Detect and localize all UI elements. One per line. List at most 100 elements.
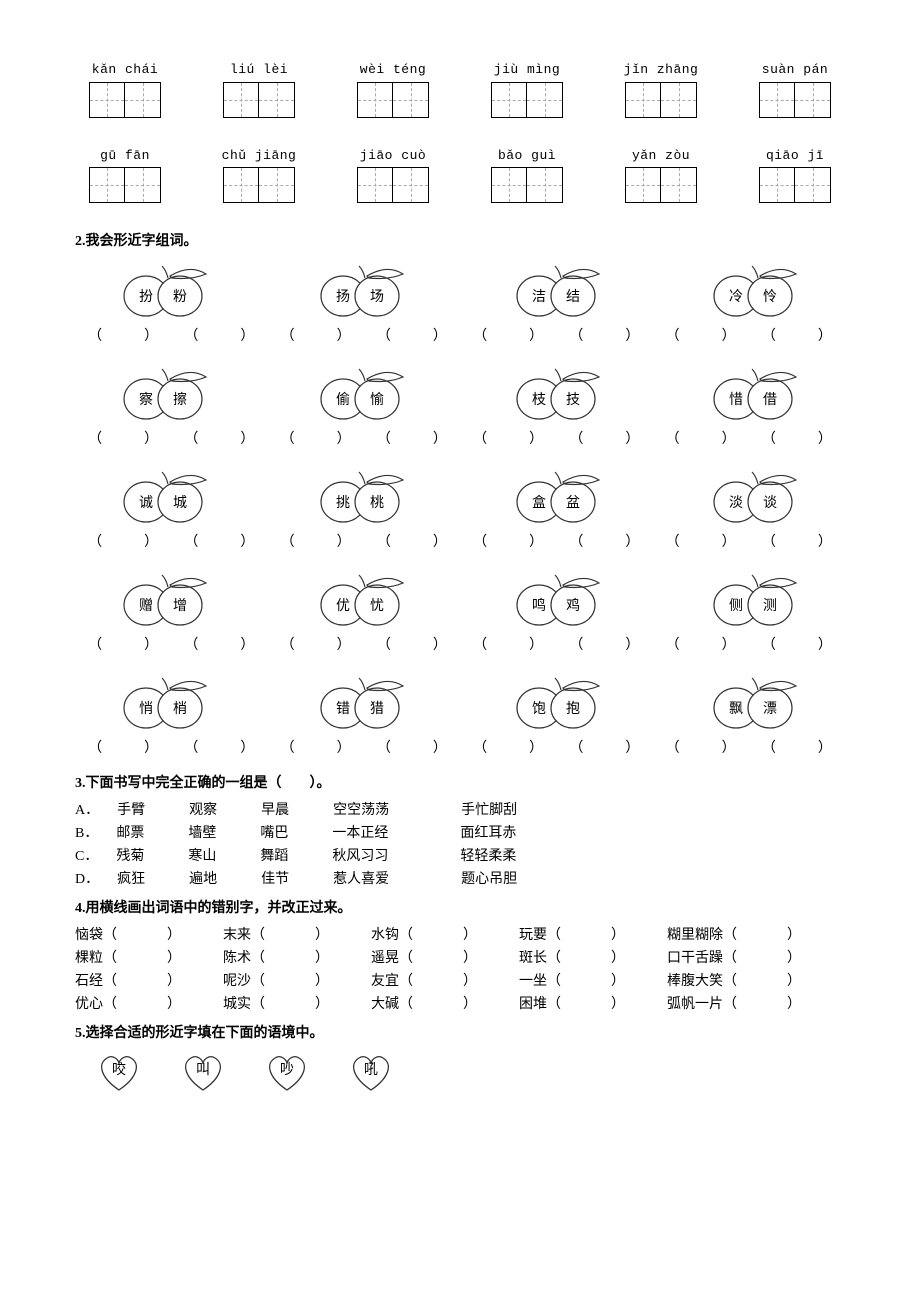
tianzige-box (343, 167, 443, 203)
tianzige-box (209, 82, 309, 118)
svg-text:错: 错 (336, 701, 350, 717)
answer-blank: （ ） (268, 326, 364, 347)
error-word-cell: 弧帆一片（ ） (667, 994, 845, 1015)
apple-pair-icon: 枝 技 (503, 361, 613, 423)
svg-text:扮: 扮 (139, 289, 153, 305)
answer-blank: （ ） (653, 635, 749, 656)
tianzige-box (611, 167, 711, 203)
section5-title: 5.选择合适的形近字填在下面的语境中。 (75, 1023, 845, 1044)
apple-pair-icon: 扮 粉 (110, 258, 220, 320)
apple-pair-icon: 扬 场 (307, 258, 417, 320)
answer-blank: （ ） (460, 429, 556, 450)
answer-blank: （ ） (364, 635, 460, 656)
error-word-cell: 友宜（ ） (371, 971, 519, 992)
answer-blank: （ ） (364, 326, 460, 347)
tianzige-box (343, 82, 443, 118)
pinyin-label: liú lèi (209, 60, 309, 80)
error-word-cell: 困堆（ ） (519, 994, 667, 1015)
answer-blank: （ ） (653, 532, 749, 553)
error-word-cell: 一坐（ ） (519, 971, 667, 992)
svg-text:测: 测 (763, 598, 777, 614)
svg-text:侧: 侧 (729, 598, 743, 614)
svg-text:谈: 谈 (763, 495, 777, 511)
tianzige-box (745, 82, 845, 118)
answer-blank: （ ） (749, 635, 845, 656)
tianzige-box (75, 167, 175, 203)
answer-blank: （ ） (653, 738, 749, 759)
apple-pair-icon: 悄 梢 (110, 670, 220, 732)
answer-blank: （ ） (749, 326, 845, 347)
heart-option: 咬 (95, 1050, 143, 1094)
svg-text:冷: 冷 (729, 289, 743, 305)
pinyin-label: yǎn zòu (611, 146, 711, 166)
section2-title: 2.我会形近字组词。 (75, 231, 845, 252)
svg-text:漂: 漂 (763, 701, 777, 717)
svg-text:悄: 悄 (139, 701, 153, 717)
pinyin-label: jiù mìng (477, 60, 577, 80)
error-word-cell: 大碱（ ） (371, 994, 519, 1015)
apple-pair-icon: 盒 盆 (503, 464, 613, 526)
tianzige-box (477, 167, 577, 203)
answer-blank: （ ） (75, 738, 171, 759)
answer-blank: （ ） (653, 326, 749, 347)
error-word-cell: 遥晃（ ） (371, 948, 519, 969)
answer-blank: （ ） (556, 429, 652, 450)
answer-blank: （ ） (556, 635, 652, 656)
svg-text:淡: 淡 (729, 496, 743, 511)
apple-pair-icon: 优 忧 (307, 567, 417, 629)
answer-blank: （ ） (75, 532, 171, 553)
svg-text:增: 增 (173, 598, 187, 614)
svg-text:盆: 盆 (566, 495, 580, 511)
apple-pair-icon: 飘 漂 (700, 670, 810, 732)
answer-blank: （ ） (268, 429, 364, 450)
answer-blank: （ ） (171, 326, 267, 347)
svg-text:忧: 忧 (370, 598, 384, 614)
answer-blank: （ ） (364, 429, 460, 450)
answer-blank: （ ） (556, 738, 652, 759)
svg-text:洁: 洁 (532, 289, 546, 305)
apple-pair-icon: 饱 抱 (503, 670, 613, 732)
error-word-cell: 斑长（ ） (519, 948, 667, 969)
svg-text:梢: 梢 (173, 701, 187, 717)
svg-text:飘: 飘 (729, 702, 743, 717)
pinyin-label: kǎn chái (75, 60, 175, 80)
svg-text:技: 技 (566, 392, 580, 408)
error-word-cell: 糊里糊除（ ） (667, 925, 845, 946)
svg-text:桃: 桃 (370, 495, 384, 511)
pinyin-label: jǐn zhāng (611, 60, 711, 80)
svg-text:猎: 猎 (370, 701, 384, 717)
svg-text:惜: 惜 (729, 392, 743, 408)
pinyin-label: qiāo jī (745, 146, 845, 166)
svg-text:偷: 偷 (336, 392, 350, 408)
answer-blank: （ ） (556, 326, 652, 347)
svg-text:结: 结 (566, 289, 580, 305)
answer-blank: （ ） (75, 635, 171, 656)
pinyin-label: wèi téng (343, 60, 443, 80)
svg-text:擦: 擦 (173, 391, 187, 408)
tianzige-box (75, 82, 175, 118)
svg-text:优: 优 (336, 598, 350, 614)
svg-text:枝: 枝 (532, 392, 546, 408)
svg-text:鸡: 鸡 (566, 597, 580, 614)
section3-title: 3.下面书写中完全正确的一组是（ ）。 (75, 773, 845, 794)
error-word-cell: 末来（ ） (223, 925, 371, 946)
apple-pair-icon: 察 擦 (110, 361, 220, 423)
error-word-cell: 棵粒（ ） (75, 948, 223, 969)
error-word-cell: 水钩（ ） (371, 925, 519, 946)
pinyin-label: suàn pán (745, 60, 845, 80)
tianzige-box (477, 82, 577, 118)
error-word-cell: 口干舌躁（ ） (667, 948, 845, 969)
apple-pair-icon: 偷 愉 (307, 361, 417, 423)
svg-text:挑: 挑 (336, 495, 350, 511)
answer-blank: （ ） (171, 635, 267, 656)
svg-text:鸣: 鸣 (532, 597, 546, 614)
tianzige-box (611, 82, 711, 118)
answer-blank: （ ） (749, 532, 845, 553)
heart-option: 吼 (347, 1050, 395, 1094)
apple-pair-icon: 侧 测 (700, 567, 810, 629)
answer-blank: （ ） (460, 738, 556, 759)
apple-pair-icon: 挑 桃 (307, 464, 417, 526)
svg-text:察: 察 (139, 391, 153, 408)
answer-blank: （ ） (75, 429, 171, 450)
error-word-cell: 呢沙（ ） (223, 971, 371, 992)
